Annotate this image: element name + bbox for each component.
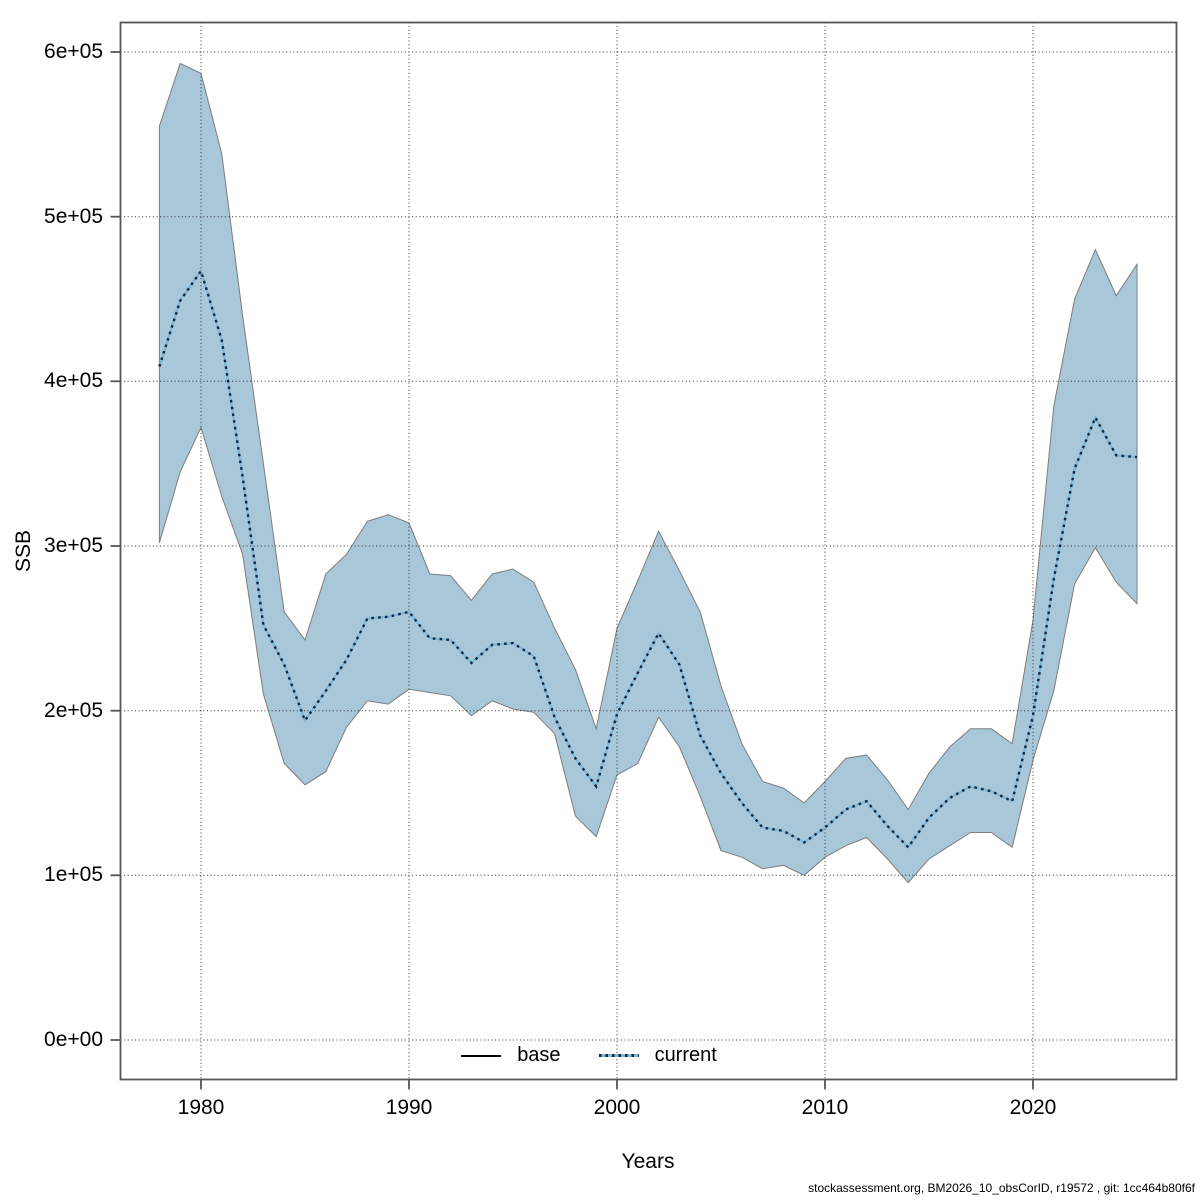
- y-tick-label: 6e+05: [44, 39, 103, 63]
- x-tick-label: 2010: [801, 1096, 849, 1119]
- y-tick-label: 4e+05: [44, 369, 103, 393]
- x-tick-label: 2020: [1009, 1096, 1057, 1119]
- x-tick-label: 2000: [593, 1096, 641, 1119]
- legend-base-line-icon: [461, 1054, 502, 1057]
- y-tick-label: 5e+05: [44, 204, 103, 228]
- footer-citation: stockassessment.org, BM2026_10_obsCorID,…: [808, 1181, 1195, 1195]
- x-axis-title: Years: [621, 1150, 675, 1173]
- legend: base current: [0, 1044, 1200, 1067]
- confidence-band: [158, 62, 1138, 884]
- legend-current-line-icon: [598, 1054, 639, 1057]
- y-tick-label: 0e+00: [44, 1028, 103, 1051]
- x-tick-label: 1980: [177, 1096, 225, 1119]
- plot-frame: [119, 21, 1178, 1081]
- current-line: [158, 268, 1138, 850]
- y-tick-label: 1e+05: [44, 863, 103, 887]
- legend-label-current: current: [654, 1044, 717, 1066]
- y-tick-label: 3e+05: [44, 533, 103, 557]
- y-tick-label: 2e+05: [44, 698, 103, 722]
- x-tick-label: 1990: [385, 1096, 433, 1119]
- legend-label-base: base: [517, 1044, 561, 1066]
